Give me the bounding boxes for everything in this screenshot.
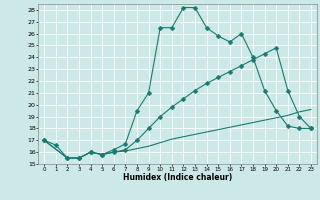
X-axis label: Humidex (Indice chaleur): Humidex (Indice chaleur) xyxy=(123,173,232,182)
